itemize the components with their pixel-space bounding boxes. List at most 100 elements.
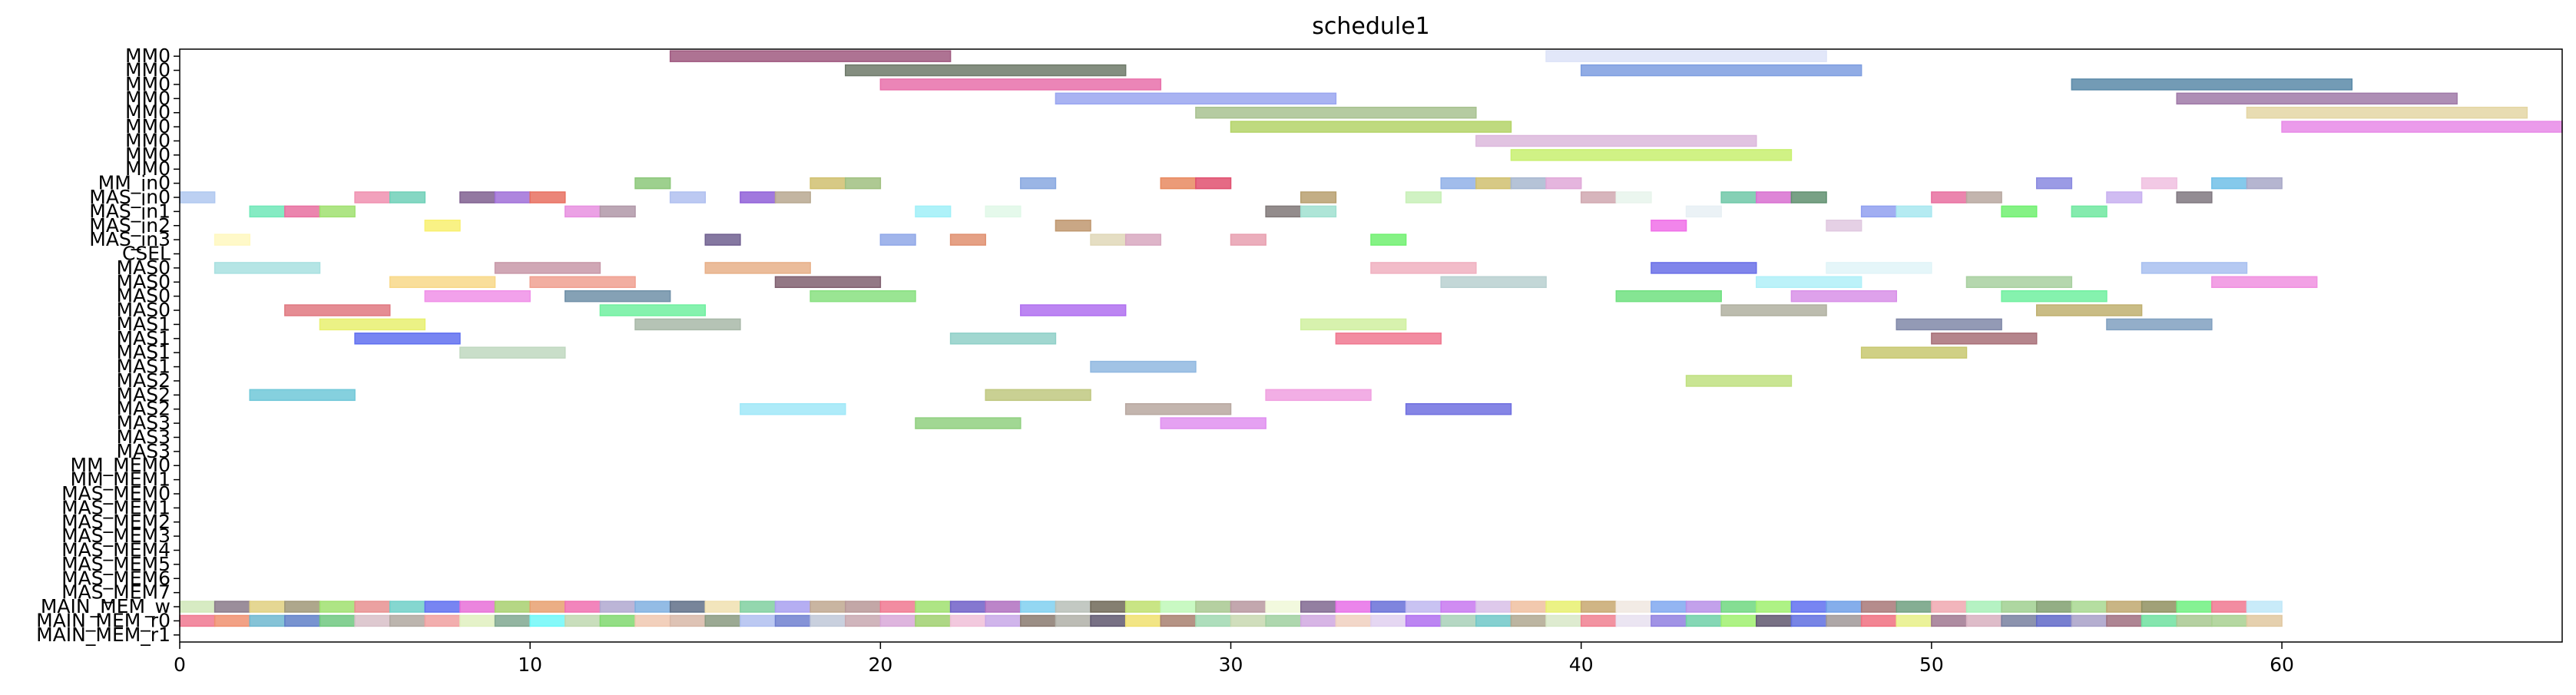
task-bar: MM0: 40-48 (1580, 64, 1862, 77)
task-bar: MAS_in2: 7-8 (424, 220, 461, 232)
task-bar: MAIN_MEM_r0: 42-43 (1651, 614, 1687, 627)
task-bar: MAIN_MEM_w: 38-39 (1510, 601, 1547, 613)
task-bar: MAS_in0: 5-6 (354, 191, 391, 204)
task-bar: MAS_in2: 42-43 (1651, 220, 1687, 232)
task-bar: MAIN_MEM_r0: 19-20 (844, 614, 882, 627)
task-bar: MAIN_MEM_w: 31-32 (1265, 601, 1302, 613)
task-bar: MAIN_MEM_r0: 37-38 (1475, 614, 1512, 627)
task-bar: MAS1: 49-52 (1896, 318, 2002, 331)
task-bar: MM0: 59-67 (2246, 106, 2528, 119)
task-bar: MAIN_MEM_r0: 14-15 (669, 614, 707, 627)
y-tick-label: MAS_in2 (89, 214, 171, 237)
task-bar: MM_in0: 13-14 (634, 177, 671, 190)
task-bar: MAIN_MEM_w: 59-60 (2246, 601, 2283, 613)
task-bar: MM0: 37-45 (1475, 134, 1757, 147)
task-bar: MAS_in0: 44-45 (1720, 191, 1757, 204)
task-bar: MAIN_MEM_r0: 0-1 (179, 614, 216, 627)
task-bar: MAIN_MEM_w: 54-55 (2071, 601, 2107, 613)
task-bar: MAS0: 34-37 (1370, 262, 1477, 274)
task-bar: MAS_in1: 11-12 (565, 205, 601, 218)
y-tick-label: MAS_MEM6 (61, 567, 171, 589)
task-bar: MAIN_MEM_w: 6-7 (389, 601, 426, 613)
task-bar: MAIN_MEM_w: 50-51 (1931, 601, 1968, 613)
task-bar: MAS_in3: 22-23 (949, 233, 986, 246)
task-bar: MAIN_MEM_r0: 16-17 (740, 614, 776, 627)
task-bar: MAS_in1: 4-5 (319, 205, 356, 218)
task-bar: MAIN_MEM_r0: 52-53 (2001, 614, 2038, 627)
y-tick-label: MM_MEM0 (71, 454, 171, 476)
task-bar: MAS1: 50-53 (1931, 333, 2038, 345)
y-tick-label: MAS1 (117, 327, 171, 349)
task-bar: MAIN_MEM_r0: 21-22 (915, 614, 952, 627)
task-bar: MAIN_MEM_w: 25-26 (1055, 601, 1091, 613)
task-bar: MAIN_MEM_r0: 5-6 (354, 614, 391, 627)
task-bar: MAS1: 48-51 (1860, 346, 1968, 359)
task-bar: MAS1: 26-29 (1090, 360, 1197, 373)
task-bar: MAIN_MEM_w: 19-20 (844, 601, 882, 613)
task-bar: MM_in0: 53-54 (2035, 177, 2073, 190)
task-bar: MM_in0: 58-59 (2211, 177, 2248, 190)
task-bar: MAS1: 4-7 (319, 318, 426, 331)
task-bar: MAIN_MEM_r0: 40-41 (1580, 614, 1617, 627)
task-bar: MAIN_MEM_w: 30-31 (1230, 601, 1266, 613)
task-bar: MAS_in0: 9-10 (494, 191, 531, 204)
task-bar: MAS_in0: 8-9 (459, 191, 496, 204)
task-bar: MM_in0: 37-38 (1475, 177, 1512, 190)
task-bar: MAS_in0: 45-46 (1756, 191, 1793, 204)
task-bar: MAIN_MEM_r0: 34-35 (1370, 614, 1407, 627)
y-tick-label: MM0 (125, 144, 171, 166)
task-bar: MAIN_MEM_w: 41-42 (1615, 601, 1652, 613)
task-bar: MAS_in0: 40-41 (1580, 191, 1617, 204)
task-bar: MAIN_MEM_w: 44-45 (1720, 601, 1757, 613)
task-bar: MAIN_MEM_r0: 59-60 (2246, 614, 2283, 627)
task-bar: MAIN_MEM_w: 12-13 (599, 601, 636, 613)
task-bar: MAS_in0: 41-42 (1615, 191, 1652, 204)
x-tick-label: 0 (174, 654, 186, 676)
task-bar: MAIN_MEM_r0: 44-45 (1720, 614, 1757, 627)
task-bar: MAS_in3: 34-35 (1370, 233, 1407, 246)
task-bar: MM0: 19-27 (844, 64, 1127, 77)
task-bar: MAIN_MEM_r0: 20-21 (879, 614, 916, 627)
task-bar: MAS_in0: 35-36 (1405, 191, 1442, 204)
task-bar: MAIN_MEM_r0: 35-36 (1405, 614, 1442, 627)
task-bar: MAIN_MEM_w: 1-2 (214, 601, 250, 613)
task-bar: MAS_in1: 48-49 (1860, 205, 1898, 218)
task-bar: MAS2: 31-34 (1265, 389, 1372, 402)
task-bar: MAIN_MEM_r0: 49-50 (1896, 614, 1932, 627)
task-bar: MAIN_MEM_r0: 38-39 (1510, 614, 1547, 627)
task-bar: MAIN_MEM_r0: 29-30 (1195, 614, 1232, 627)
task-bar: MAS3: 28-31 (1160, 417, 1266, 429)
task-bar: MAIN_MEM_r0: 54-55 (2071, 614, 2107, 627)
task-bar: MAS0: 7-10 (424, 290, 531, 303)
task-bar: MAIN_MEM_r0: 25-26 (1055, 614, 1091, 627)
task-bar: MAIN_MEM_r0: 8-9 (459, 614, 496, 627)
y-tick-label: MM_MEM1 (71, 468, 171, 491)
y-tick-label: MAS3 (117, 425, 171, 448)
task-bar: MAS0: 56-59 (2141, 262, 2248, 274)
task-bar: MAIN_MEM_r0: 50-51 (1931, 614, 1968, 627)
task-bar: MM_in0: 36-37 (1440, 177, 1477, 190)
task-bar: MAIN_MEM_r0: 18-19 (810, 614, 846, 627)
y-tick-label: MM0 (125, 87, 171, 109)
x-axis: 0 10 20 30 40 50 60 (174, 642, 2294, 676)
task-bar: MM_in0: 39-40 (1545, 177, 1582, 190)
task-bar: MAS_in1: 49-50 (1896, 205, 1932, 218)
task-bar: MAIN_MEM_r0: 2-3 (249, 614, 286, 627)
task-bar: MAIN_MEM_w: 33-34 (1335, 601, 1372, 613)
task-bar: MAIN_MEM_w: 20-21 (879, 601, 916, 613)
y-tick-label: MAS1 (117, 313, 171, 335)
task-bar: MAIN_MEM_w: 24-25 (1020, 601, 1057, 613)
y-tick-label: MAS_MEM3 (61, 525, 171, 547)
task-bar: MAIN_MEM_r0: 32-33 (1300, 614, 1337, 627)
task-bar: MAIN_MEM_r0: 43-44 (1685, 614, 1722, 627)
y-tick-label: MAS2 (117, 383, 171, 405)
y-tick-label: MAIN_MEM_w (41, 595, 171, 617)
task-bar: MAS_in3: 30-31 (1230, 233, 1266, 246)
x-tick-label: 50 (1919, 654, 1944, 676)
task-bar: MAS0: 3-6 (284, 304, 391, 316)
task-bar: MAS_in0: 32-33 (1300, 191, 1337, 204)
task-bar: MAIN_MEM_r0: 41-42 (1615, 614, 1652, 627)
task-bar: MAIN_MEM_w: 11-12 (565, 601, 601, 613)
task-bar: MM_in0: 24-25 (1020, 177, 1057, 190)
y-tick-label: MM0 (125, 45, 171, 67)
